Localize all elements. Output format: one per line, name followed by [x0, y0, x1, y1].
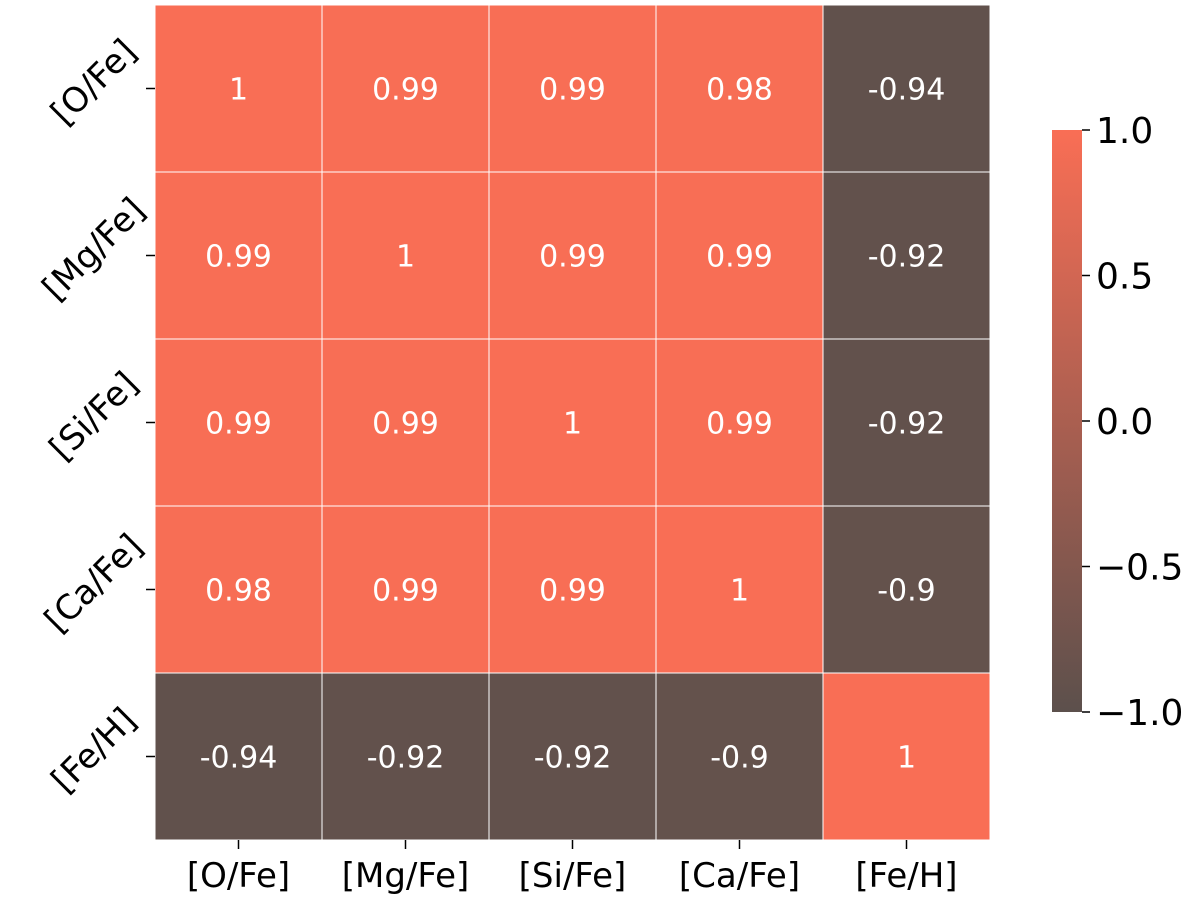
y-tick-label: [Fe/H]: [44, 700, 145, 801]
x-axis: [O/Fe] [Mg/Fe] [Si/Fe] [Ca/Fe] [Fe/H]: [187, 840, 958, 896]
colorbar-tick-label: 1.0: [1096, 111, 1153, 152]
x-tick-label: [Mg/Fe]: [342, 856, 470, 896]
cell-value-label: 0.98: [205, 574, 272, 609]
colorbar-tick-label: −0.5: [1096, 548, 1183, 589]
heatmap-cell: [822, 505, 991, 674]
cell-value-label: 1: [563, 407, 582, 442]
heatmap-cell: [822, 171, 991, 340]
heatmap-cell-labels: 1 0.99 0.99 0.98 -0.94 0.99 1 0.99 0.99 -0.92 0.99…: [200, 73, 946, 776]
cell-value-label: -0.92: [868, 240, 946, 275]
x-tick-label: [O/Fe]: [187, 856, 290, 896]
colorbar-tick-label: 0.5: [1096, 257, 1153, 298]
cell-value-label: 0.99: [539, 73, 606, 108]
heatmap-cell: [822, 672, 991, 841]
y-tick-label: [Ca/Fe]: [37, 526, 151, 640]
heatmap-cell: [321, 4, 490, 173]
heatmap-cell: [488, 672, 657, 841]
y-tick-label: [Si/Fe]: [42, 364, 146, 468]
heatmap-cell: [321, 171, 490, 340]
cell-value-label: 0.99: [205, 240, 272, 275]
cell-value-label: 0.99: [372, 407, 439, 442]
cell-value-label: -0.9: [710, 741, 769, 776]
x-tick-label: [Fe/H]: [855, 856, 957, 896]
y-axis: [O/Fe] [Mg/Fe] [Si/Fe] [Ca/Fe] [Fe/H]: [35, 32, 155, 801]
cell-value-label: 0.99: [539, 240, 606, 275]
cell-value-label: -0.94: [868, 73, 946, 108]
cell-value-label: 1: [730, 574, 749, 609]
colorbar-gradient: [1052, 130, 1082, 712]
cell-value-label: -0.94: [200, 741, 278, 776]
cell-value-label: 0.99: [706, 407, 773, 442]
heatmap-cell: [822, 338, 991, 507]
heatmap-cell: [321, 505, 490, 674]
cell-value-label: 0.99: [539, 574, 606, 609]
cell-value-label: 1: [229, 73, 248, 108]
heatmap-cells: [154, 4, 991, 841]
heatmap-cell: [321, 672, 490, 841]
colorbar-tick-label: 0.0: [1096, 402, 1153, 443]
cell-value-label: -0.92: [534, 741, 612, 776]
colorbar-tick-label: −1.0: [1096, 693, 1183, 734]
cell-value-label: 0.99: [706, 240, 773, 275]
heatmap-cell: [655, 4, 824, 173]
heatmap-cell: [154, 4, 323, 173]
y-tick-label: [O/Fe]: [43, 32, 144, 133]
cell-value-label: 0.99: [372, 73, 439, 108]
heatmap-cell: [321, 338, 490, 507]
cell-value-label: 1: [897, 741, 916, 776]
heatmap-cell: [655, 505, 824, 674]
cell-value-label: -0.92: [367, 741, 445, 776]
heatmap-cell: [488, 505, 657, 674]
cell-value-label: 0.99: [372, 574, 439, 609]
heatmap-cell: [822, 4, 991, 173]
cell-value-label: -0.9: [877, 574, 936, 609]
cell-value-label: 0.99: [205, 407, 272, 442]
colorbar: 1.0 0.5 0.0 −0.5 −1.0: [1052, 111, 1183, 734]
heatmap-cell: [488, 4, 657, 173]
cell-value-label: 1: [396, 240, 415, 275]
y-tick-label: [Mg/Fe]: [35, 190, 153, 308]
heatmap-cell: [488, 338, 657, 507]
x-tick-label: [Si/Fe]: [519, 856, 627, 896]
x-tick-label: [Ca/Fe]: [679, 856, 800, 896]
heatmap-cell: [154, 171, 323, 340]
cell-value-label: 0.98: [706, 73, 773, 108]
cell-value-label: -0.92: [868, 407, 946, 442]
heatmap-cell: [488, 171, 657, 340]
heatmap-cell: [655, 338, 824, 507]
heatmap-cell: [154, 672, 323, 841]
